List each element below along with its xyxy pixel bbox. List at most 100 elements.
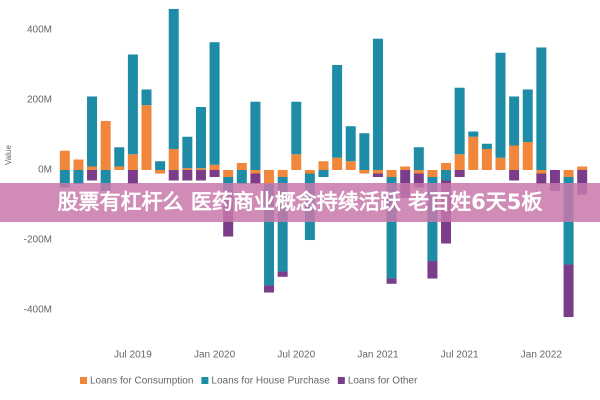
bar-segment: [223, 170, 234, 178]
bar-segment: [359, 133, 370, 170]
bar-segment: [100, 170, 111, 192]
bar-segment: [468, 136, 479, 170]
bar-segment: [495, 157, 506, 170]
bar-segment: [359, 170, 370, 174]
bar-segment: [427, 170, 438, 178]
bar-segment: [277, 170, 288, 178]
x-tick-label: Jul 2021: [441, 350, 479, 361]
bar-segment: [236, 170, 247, 185]
bar-segment: [332, 157, 343, 170]
bar-segment: [73, 170, 84, 185]
bar-segment: [332, 64, 343, 158]
bar-segment: [168, 170, 179, 181]
legend-swatch: [201, 377, 209, 384]
bar-segment: [182, 136, 193, 169]
bar-segment: [386, 170, 397, 178]
banner: [0, 183, 600, 222]
bar-segment: [536, 170, 547, 174]
bar-segment: [481, 143, 492, 149]
bar-segment: [127, 54, 138, 155]
bar-segment: [454, 154, 465, 170]
legend-label: Loans for House Purchase: [211, 376, 330, 387]
bar-segment: [509, 170, 520, 181]
bar-segment: [509, 145, 520, 170]
bar-segment: [577, 166, 588, 170]
bar-segment: [264, 184, 275, 286]
bar-segment: [441, 162, 452, 170]
bar-segment: [413, 147, 424, 170]
bar-segment: [127, 154, 138, 170]
bar-segment: [264, 285, 275, 293]
legend: Loans for Consumption Loans for House Pur…: [80, 376, 418, 387]
bar-segment: [277, 177, 288, 272]
bar-segment: [563, 170, 574, 178]
legend-label: Loans for Other: [348, 376, 418, 387]
bar-segment: [87, 170, 98, 181]
bar-segment: [318, 170, 329, 178]
bar-segment: [291, 101, 302, 155]
x-tick-label: Jan 2021: [357, 350, 399, 361]
bar-segment: [522, 89, 533, 142]
bar-segment: [141, 105, 152, 170]
x-tick-label: Jan 2022: [521, 350, 563, 361]
bar-segment: [87, 96, 98, 167]
bar-segment: [195, 170, 206, 181]
bar-segment: [250, 170, 261, 174]
bar-segment: [372, 170, 383, 174]
bar-segment: [481, 148, 492, 170]
plot-area: 400M 200M 0M -200M -400M Jul 2019 Jan 2020 Jul …: [24, 8, 588, 361]
bar-segment: [372, 38, 383, 171]
bar-segment: [168, 8, 179, 149]
bar-segment: [277, 271, 288, 277]
bar-segment: [563, 264, 574, 318]
bar-segment: [155, 170, 166, 174]
bar-segment: [413, 170, 424, 174]
y-axis-title: Value: [4, 145, 13, 165]
bar-segment: [522, 141, 533, 170]
x-tick-label: Jul 2019: [114, 350, 152, 361]
bar-segment: [250, 173, 261, 185]
bar-segment: [100, 120, 111, 170]
bar-segment: [114, 166, 125, 170]
legend-swatch: [80, 377, 87, 384]
y-tick-label: 200M: [27, 95, 52, 106]
bar-segment: [114, 147, 125, 167]
bar-segment: [59, 150, 70, 170]
bar-segment: [264, 170, 275, 185]
bar-segment: [386, 177, 397, 279]
bar-segment: [536, 47, 547, 170]
bar-segment: [291, 154, 302, 170]
bar-segment: [87, 166, 98, 170]
y-tick-label: -400M: [24, 305, 52, 316]
bar-segment: [427, 261, 438, 279]
y-tick-label: -200M: [24, 235, 52, 246]
bar-segment: [413, 173, 424, 188]
banner-text: 股票有杠杆么 医药商业概念持续活跃 老百姓6天5板: [58, 190, 544, 214]
y-tick-label: 0M: [38, 165, 52, 176]
bar-segment: [127, 170, 138, 185]
bar-segment: [386, 278, 397, 284]
legend-label: Loans for Consumption: [90, 376, 193, 387]
bar-segment: [182, 168, 193, 170]
bar-segment: [345, 161, 356, 170]
bar-segment: [304, 170, 315, 174]
bar-segment: [195, 106, 206, 169]
bar-segment: [400, 166, 411, 170]
bar-segment: [59, 170, 70, 188]
bar-segment: [182, 170, 193, 181]
bar-segment: [468, 131, 479, 137]
bar-segment: [318, 161, 329, 170]
bar-segment: [495, 52, 506, 158]
bar-segment: [441, 170, 452, 181]
bar-segment: [155, 161, 166, 170]
bar-segment: [577, 170, 588, 195]
bar-segment: [141, 89, 152, 106]
bar-segment: [168, 148, 179, 170]
bar-segment: [549, 170, 560, 192]
bar-segment: [454, 87, 465, 155]
bar-segment: [209, 170, 220, 178]
bar-segment: [209, 164, 220, 170]
bar-segment: [195, 168, 206, 170]
